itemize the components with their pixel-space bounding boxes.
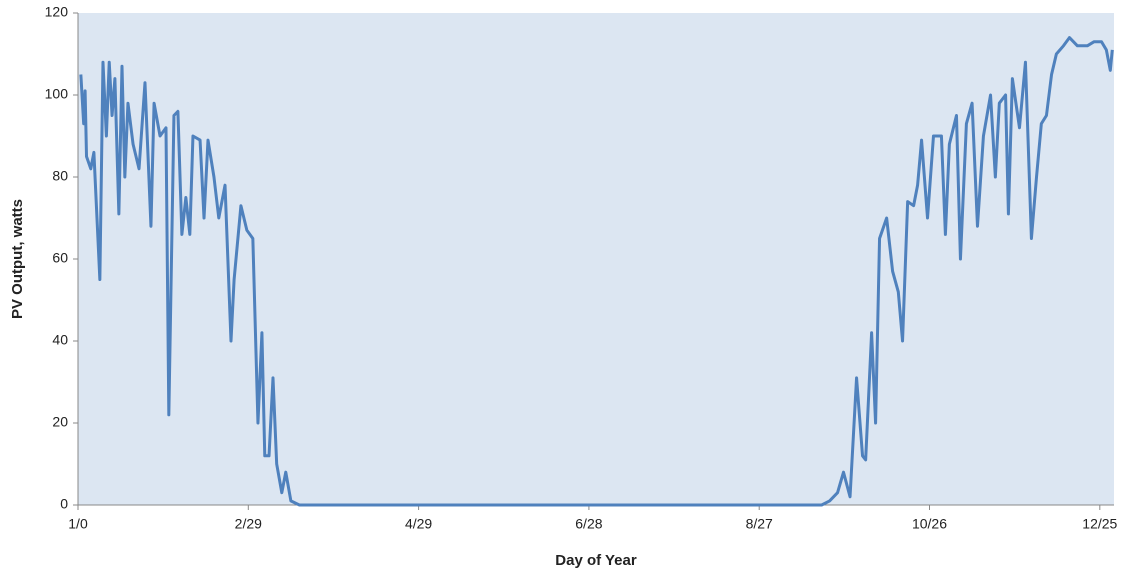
y-tick-label: 60 xyxy=(52,250,68,266)
x-tick-label: 4/29 xyxy=(405,516,432,532)
x-tick-label: 1/0 xyxy=(68,516,88,532)
x-axis-title: Day of Year xyxy=(555,552,637,569)
data-line xyxy=(79,36,1114,507)
x-tick-label: 6/28 xyxy=(575,516,602,532)
x-tick-label: 10/26 xyxy=(912,516,947,532)
y-tick-label: 120 xyxy=(45,4,69,20)
y-tick-label: 40 xyxy=(52,332,68,348)
y-tick-label: 0 xyxy=(60,496,68,512)
y-axis-title: PV Output, watts xyxy=(9,199,26,319)
x-tick-label: 12/25 xyxy=(1082,516,1117,532)
y-tick-label: 80 xyxy=(52,168,68,184)
x-tick-label: 8/27 xyxy=(746,516,773,532)
y-tick-label: 100 xyxy=(45,86,69,102)
y-tick-label: 20 xyxy=(52,414,68,430)
x-tick-label: 2/29 xyxy=(235,516,262,532)
plot-area xyxy=(78,13,1114,505)
